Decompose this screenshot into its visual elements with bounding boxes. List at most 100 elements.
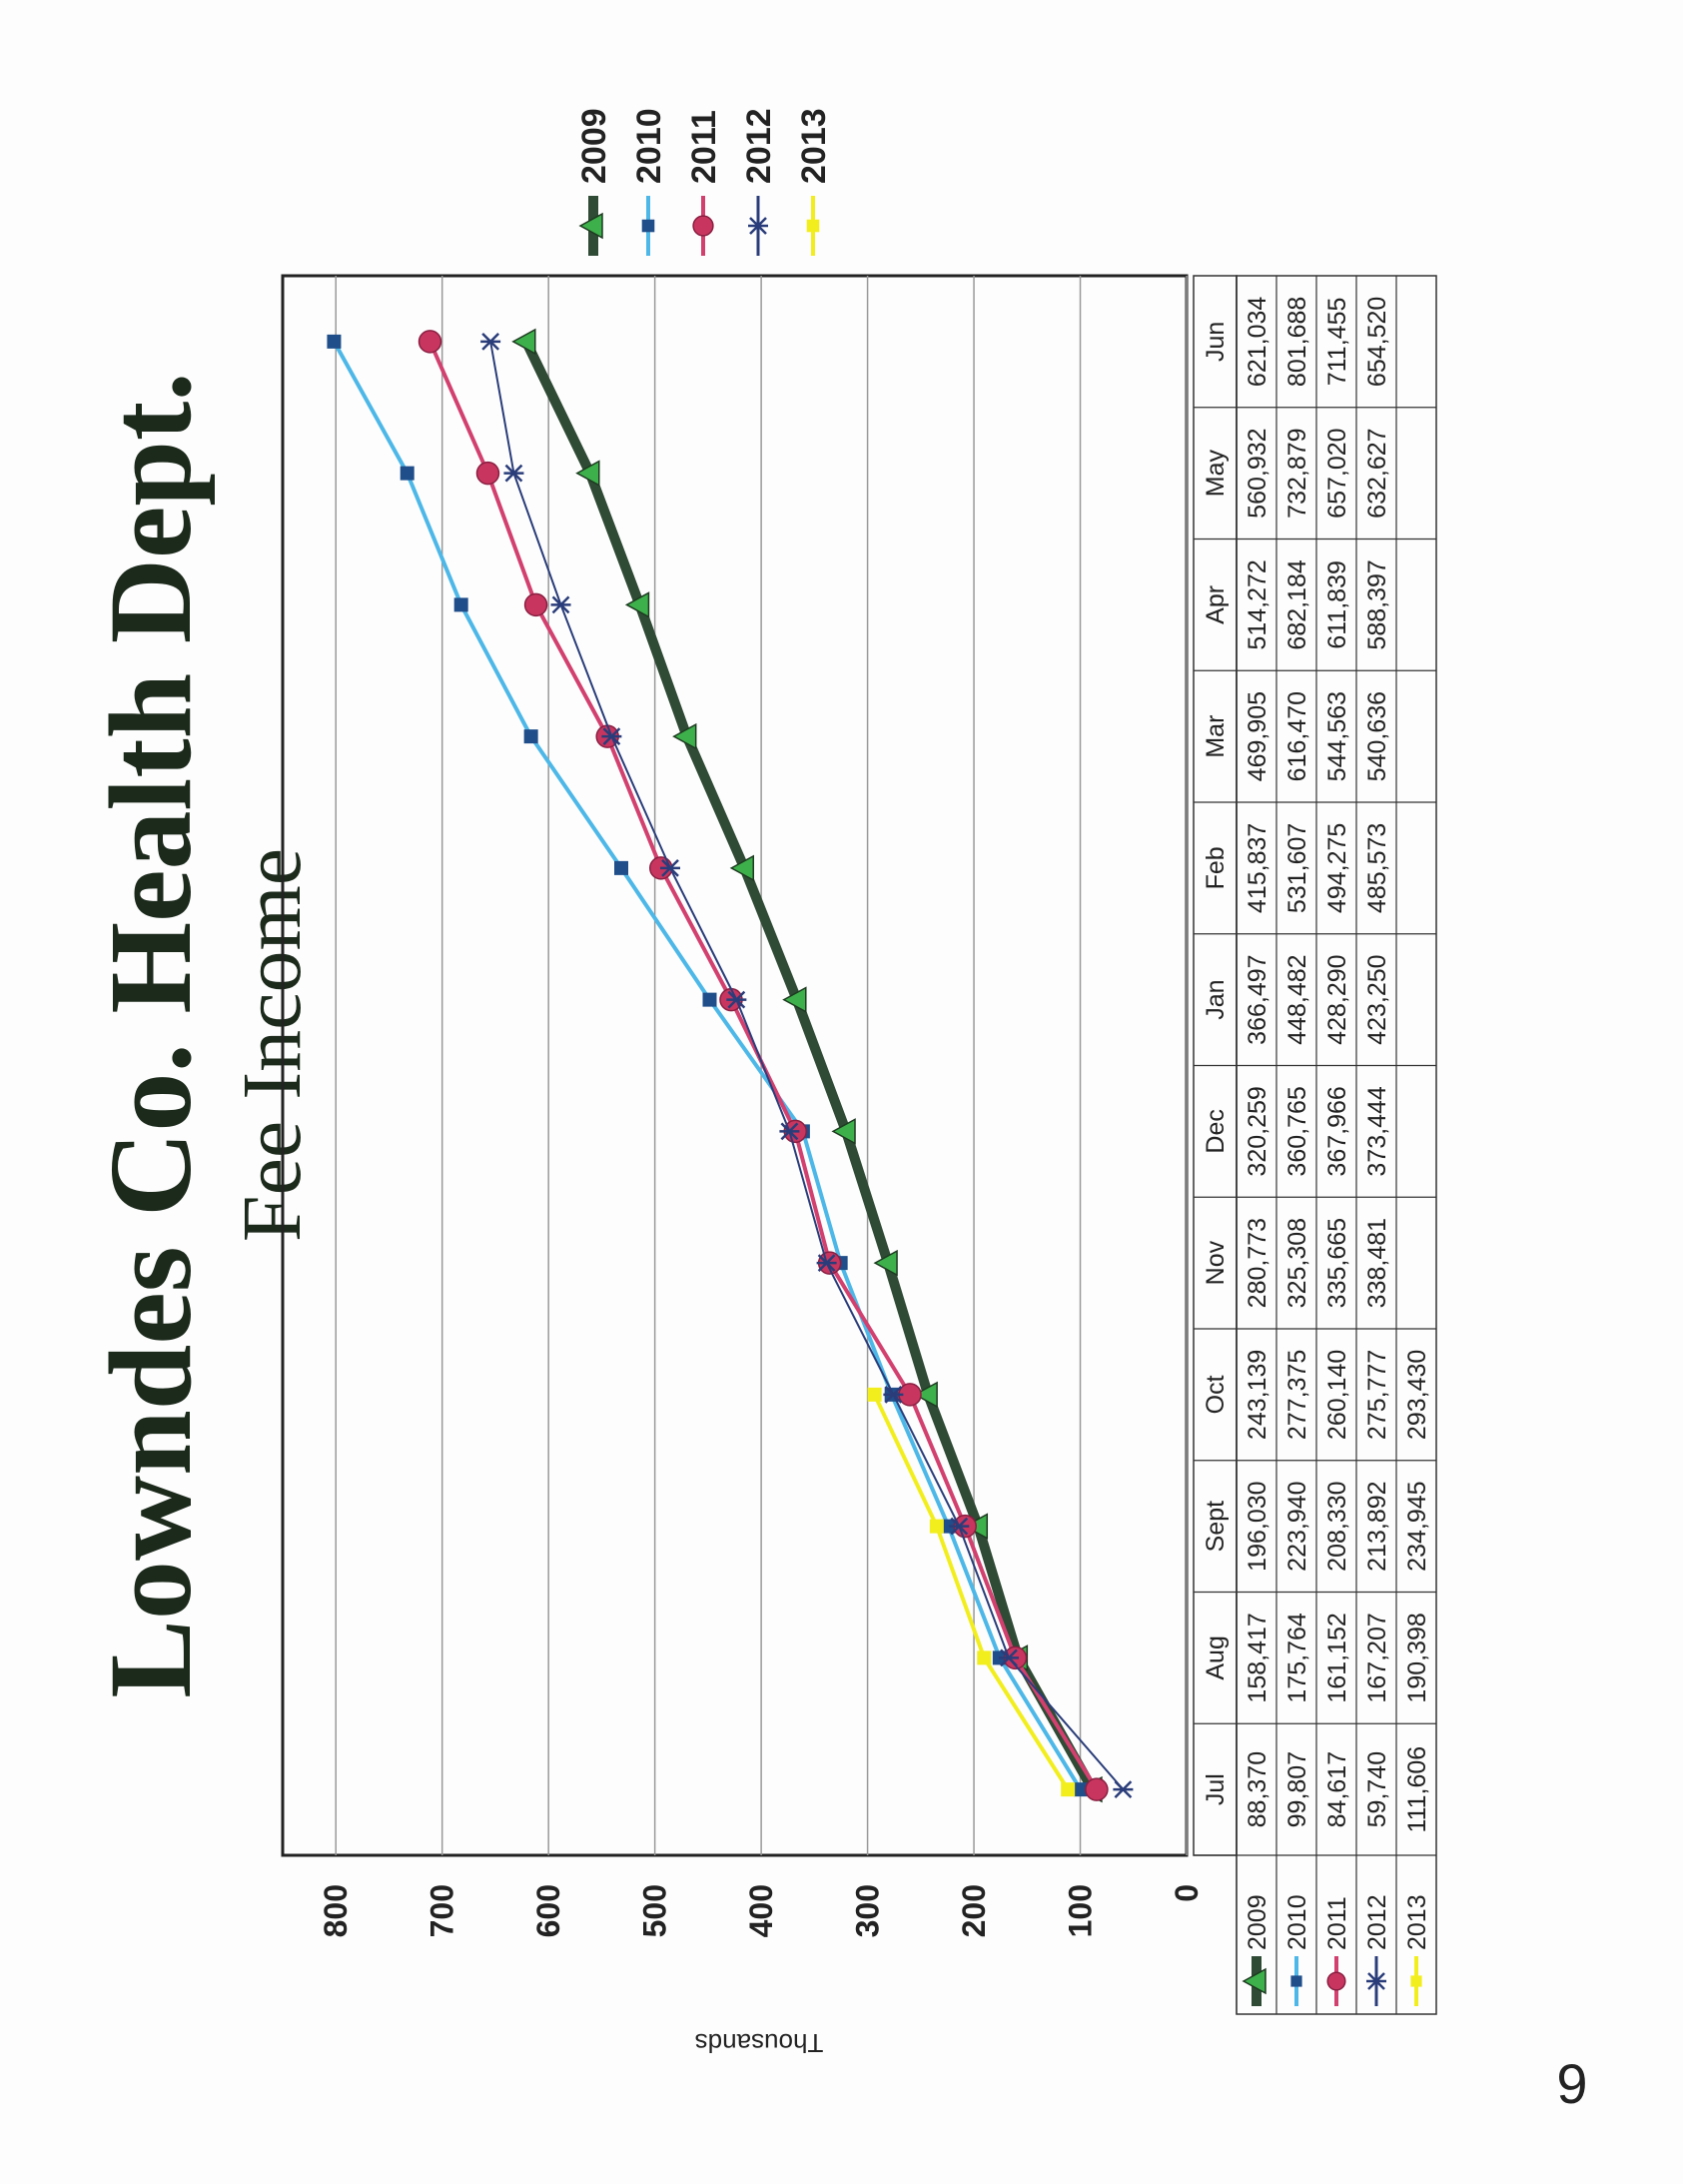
table-cell: 275,777: [1363, 1350, 1391, 1440]
marker: [929, 1519, 944, 1534]
x-tick-label: Jun: [1202, 322, 1230, 362]
x-tick-label: Jan: [1202, 979, 1230, 1019]
marker: [998, 1648, 1019, 1667]
y-tick-label: 200: [956, 1884, 992, 1937]
marker: [327, 334, 342, 349]
y-tick-label: 300: [850, 1884, 886, 1937]
table-row-label: 2012: [1363, 1894, 1391, 1950]
series-line: [332, 340, 1083, 1791]
marker: [418, 330, 442, 354]
marker: [816, 1254, 837, 1273]
table-cell: 234,945: [1403, 1481, 1431, 1571]
marker: [480, 332, 501, 351]
table-cell: 588,397: [1363, 559, 1391, 649]
table-cell: 531,607: [1283, 823, 1311, 913]
y-tick-label: 600: [530, 1884, 566, 1937]
marker: [575, 460, 600, 487]
series-line: [872, 1394, 1070, 1791]
x-tick-label: Sept: [1202, 1501, 1230, 1552]
table-cell: 732,879: [1283, 428, 1311, 518]
marker: [941, 1519, 956, 1534]
marker: [503, 464, 524, 483]
table-cell: 514,272: [1244, 559, 1271, 649]
marker: [977, 1650, 992, 1665]
table-cell: 373,444: [1363, 1086, 1391, 1176]
marker: [400, 466, 415, 481]
x-tick-label: Dec: [1202, 1109, 1230, 1153]
table-cell: 657,020: [1323, 428, 1351, 518]
table-cell: 682,184: [1283, 559, 1311, 649]
x-tick-label: Apr: [1202, 585, 1230, 624]
table-cell: 277,375: [1283, 1350, 1311, 1440]
y-tick-label: 400: [743, 1884, 779, 1937]
table-cell: 494,275: [1323, 823, 1351, 913]
legend-label: 2013: [795, 108, 833, 184]
marker: [613, 860, 628, 875]
table-cell: 611,839: [1323, 560, 1351, 649]
legend-marker: [692, 215, 714, 237]
table-cell: 84,617: [1323, 1751, 1351, 1827]
table-cell: 485,573: [1363, 823, 1391, 913]
marker: [523, 729, 538, 744]
marker: [831, 1118, 856, 1145]
marker: [873, 1249, 898, 1277]
legend-marker: [748, 217, 768, 235]
marker: [523, 592, 548, 617]
marker: [779, 1122, 800, 1141]
x-tick-label: Mar: [1202, 715, 1230, 758]
table-cell: 88,370: [1244, 1751, 1271, 1827]
marker: [453, 597, 468, 612]
marker: [1073, 1782, 1088, 1797]
table-cell: 325,308: [1283, 1218, 1311, 1308]
marker: [624, 591, 650, 618]
table-row-label: 2009: [1244, 1894, 1271, 1950]
table-cell: 423,250: [1363, 954, 1391, 1044]
legend-marker: [641, 219, 655, 233]
marker: [601, 727, 622, 746]
marker: [1061, 1782, 1076, 1797]
table-cell: 280,773: [1244, 1218, 1271, 1308]
chart-title: Lowndes Co. Health Dept.: [85, 372, 216, 1698]
table-cell: 711,455: [1323, 298, 1351, 387]
marker: [475, 461, 500, 486]
table-cell: 213,892: [1363, 1481, 1391, 1571]
rotated-chart: Lowndes Co. Health Dept. Fee Income Thou…: [85, 108, 1437, 2058]
table-cell: 367,966: [1323, 1086, 1351, 1176]
table-cell: 243,139: [1244, 1350, 1271, 1440]
marker: [511, 328, 536, 356]
y-tick-label: 700: [424, 1884, 460, 1937]
marker: [782, 986, 807, 1013]
table-cell: 260,140: [1323, 1350, 1351, 1440]
table-cell: 196,030: [1244, 1481, 1271, 1571]
table-cell: 111,606: [1403, 1746, 1431, 1833]
marker: [867, 1387, 882, 1402]
marker: [702, 992, 717, 1007]
x-tick-label: May: [1202, 450, 1230, 498]
table-cell: 335,665: [1323, 1218, 1351, 1308]
table-cell: 540,636: [1363, 691, 1391, 781]
y-tick-label: 800: [318, 1884, 354, 1937]
marker: [729, 854, 755, 882]
x-tick-label: Aug: [1202, 1636, 1230, 1679]
marker: [672, 722, 697, 750]
x-tick-label: Nov: [1202, 1240, 1230, 1285]
series-line: [521, 339, 1098, 1792]
legend-marker: [578, 212, 603, 240]
table-legend-marker: [1290, 1975, 1302, 1987]
table-cell: 360,765: [1283, 1086, 1311, 1176]
page-number: 9: [1556, 2052, 1587, 2115]
table-cell: 190,398: [1403, 1613, 1431, 1702]
table-cell: 621,034: [1244, 297, 1271, 387]
table-cell: 338,481: [1363, 1218, 1391, 1308]
table-cell: 99,807: [1283, 1751, 1311, 1827]
marker: [550, 595, 571, 614]
table-cell: 167,207: [1363, 1613, 1391, 1702]
y-tick-label: 500: [637, 1884, 673, 1937]
table-cell: 293,430: [1403, 1350, 1431, 1440]
chart-subtitle: Fee Income: [226, 848, 319, 1242]
table-cell: 208,330: [1323, 1481, 1351, 1571]
x-tick-label: Feb: [1202, 846, 1230, 889]
table-legend-marker: [1326, 1971, 1346, 1991]
